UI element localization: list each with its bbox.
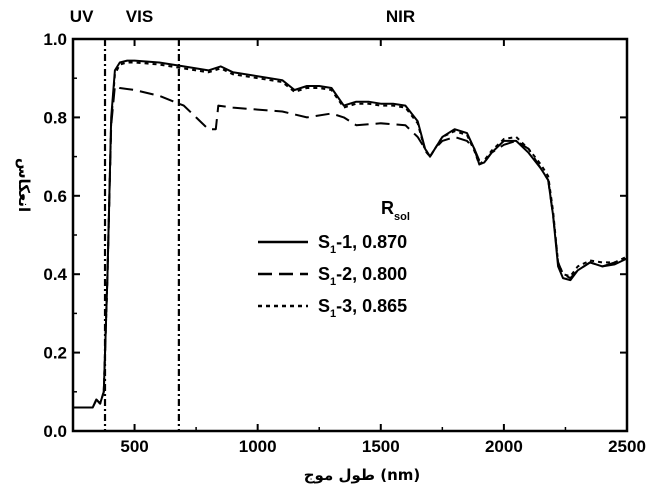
legend-title-sub: sol	[394, 211, 410, 223]
region-label-nir: NIR	[386, 7, 415, 26]
region-label-vis: VIS	[126, 7, 153, 26]
axis-labels: UV VIS NIR طول موج (nm) انعکاس	[15, 7, 420, 484]
legend-label-1: S1-1, 0.870	[318, 232, 407, 256]
legend-title-main: R	[381, 198, 394, 218]
x-tick-label: 1500	[362, 437, 400, 456]
y-tick-label: 0.8	[43, 108, 67, 127]
legend-label-sub: 1	[330, 308, 336, 320]
axis-ticks: 0.0 0.2 0.4 0.6 0.8 1.0 500 1000 1500 2000 2500	[43, 30, 646, 456]
x-tick-label: 1000	[239, 437, 277, 456]
y-tick-label: 1.0	[43, 30, 67, 49]
legend-label-2: S1-2, 0.800	[318, 264, 407, 288]
legend-label-rest: -1, 0.870	[336, 232, 407, 252]
legend-label-main: S	[318, 296, 330, 316]
legend-label-rest: -3, 0.865	[336, 296, 407, 316]
region-label-uv: UV	[70, 7, 94, 26]
y-tick-label: 0.0	[43, 422, 67, 441]
series-lines	[73, 59, 628, 409]
legend-label-sub: 1	[330, 276, 336, 288]
y-tick-label: 0.6	[43, 187, 67, 206]
y-tick-label: 0.4	[43, 265, 67, 284]
legend-label-3: S1-3, 0.865	[318, 296, 407, 320]
x-tick-label: 2500	[608, 437, 646, 456]
x-axis-title: طول موج (nm)	[304, 466, 421, 484]
x-tick-label: 500	[120, 437, 148, 456]
series-line-2	[73, 85, 628, 409]
x-tick-label: 2000	[485, 437, 523, 456]
legend-label-rest: -2, 0.800	[336, 264, 407, 284]
y-axis-title: انعکاس	[15, 158, 33, 212]
y-tick-label: 0.2	[43, 344, 67, 363]
series-line-3	[73, 61, 628, 409]
legend-label-main: S	[318, 264, 330, 284]
legend-title: Rsol	[381, 198, 410, 223]
legend-label-main: S	[318, 232, 330, 252]
legend-label-sub: 1	[330, 244, 336, 256]
